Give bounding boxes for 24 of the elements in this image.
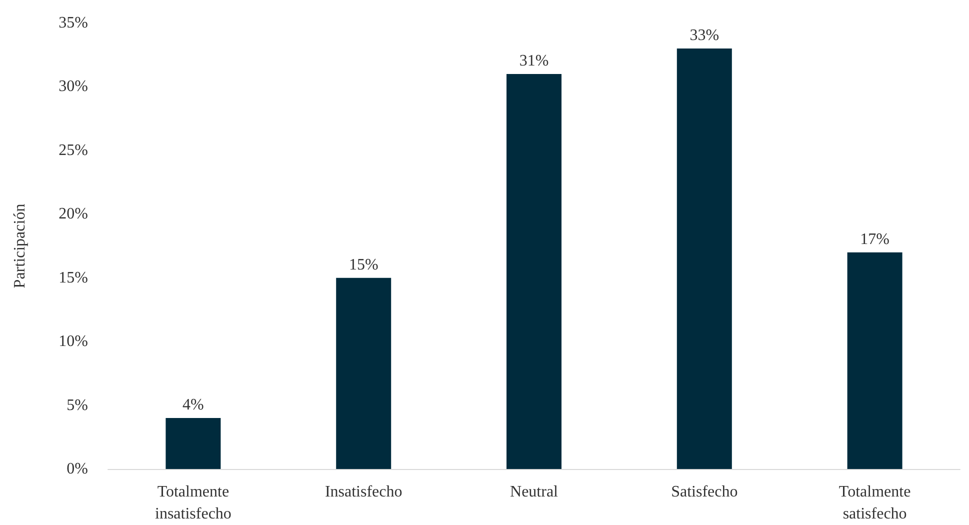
data-label: 33% xyxy=(690,26,720,44)
y-tick-label: 25% xyxy=(58,142,88,159)
y-tick-label: 0% xyxy=(66,460,88,478)
data-label: 15% xyxy=(348,256,378,274)
y-tick-label: 15% xyxy=(58,269,88,286)
y-tick-label: 20% xyxy=(58,206,88,223)
bar xyxy=(676,48,732,469)
y-tick-label: 10% xyxy=(58,333,88,350)
bar xyxy=(336,278,392,469)
x-tick-label: Totalmente insatisfecho xyxy=(154,484,232,522)
data-label: 31% xyxy=(519,52,549,70)
y-tick-label: 5% xyxy=(66,396,88,414)
bar xyxy=(847,252,902,469)
x-tick-label: Insatisfecho xyxy=(324,484,402,500)
y-tick-label: 35% xyxy=(58,14,88,32)
data-label: 4% xyxy=(182,396,204,414)
y-axis-title: Participación xyxy=(12,204,28,288)
x-tick-label: Neutral xyxy=(510,484,559,500)
bar xyxy=(166,418,221,469)
x-tick-label: Totalmente satisfecho xyxy=(838,484,911,522)
y-tick-label: 30% xyxy=(58,78,88,96)
bar xyxy=(506,74,562,469)
x-tick-label: Satisfecho xyxy=(671,484,738,500)
data-label: 17% xyxy=(860,230,890,248)
